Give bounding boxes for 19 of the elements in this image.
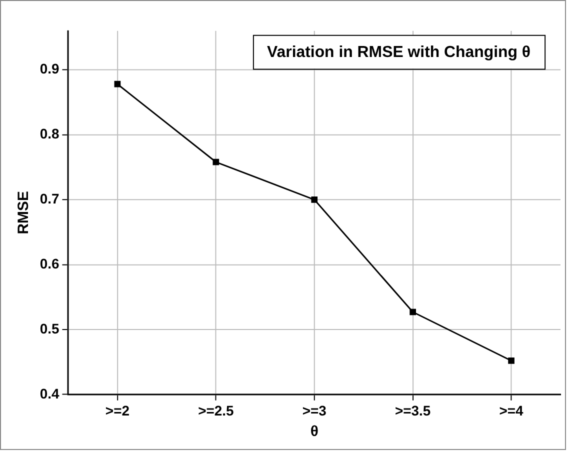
x-tick-label: >=3.5 [394,402,431,419]
point [311,196,318,203]
y-tick-label: 0.9 [40,60,60,77]
x-tick-label: >=4 [499,402,524,419]
x-tick-label: >=3 [302,402,327,419]
text: Variation in RMSE with Changing θ [267,44,531,62]
y-tick-label: 0.6 [40,255,60,272]
x-tick-label: >=2.5 [198,402,234,419]
y-tick-label: 0.4 [40,385,60,402]
x-axis-title: θ [310,423,318,440]
point [508,358,514,364]
x-tick-label: >=2 [105,402,130,419]
point [410,308,416,316]
y-tick-label: 0.8 [40,126,60,142]
point [212,158,220,166]
y-tick-label: 0.5 [40,320,60,336]
y-tick-label: 0.7 [40,190,60,207]
y-axis-title: RMSE [15,191,32,234]
point [114,80,121,88]
